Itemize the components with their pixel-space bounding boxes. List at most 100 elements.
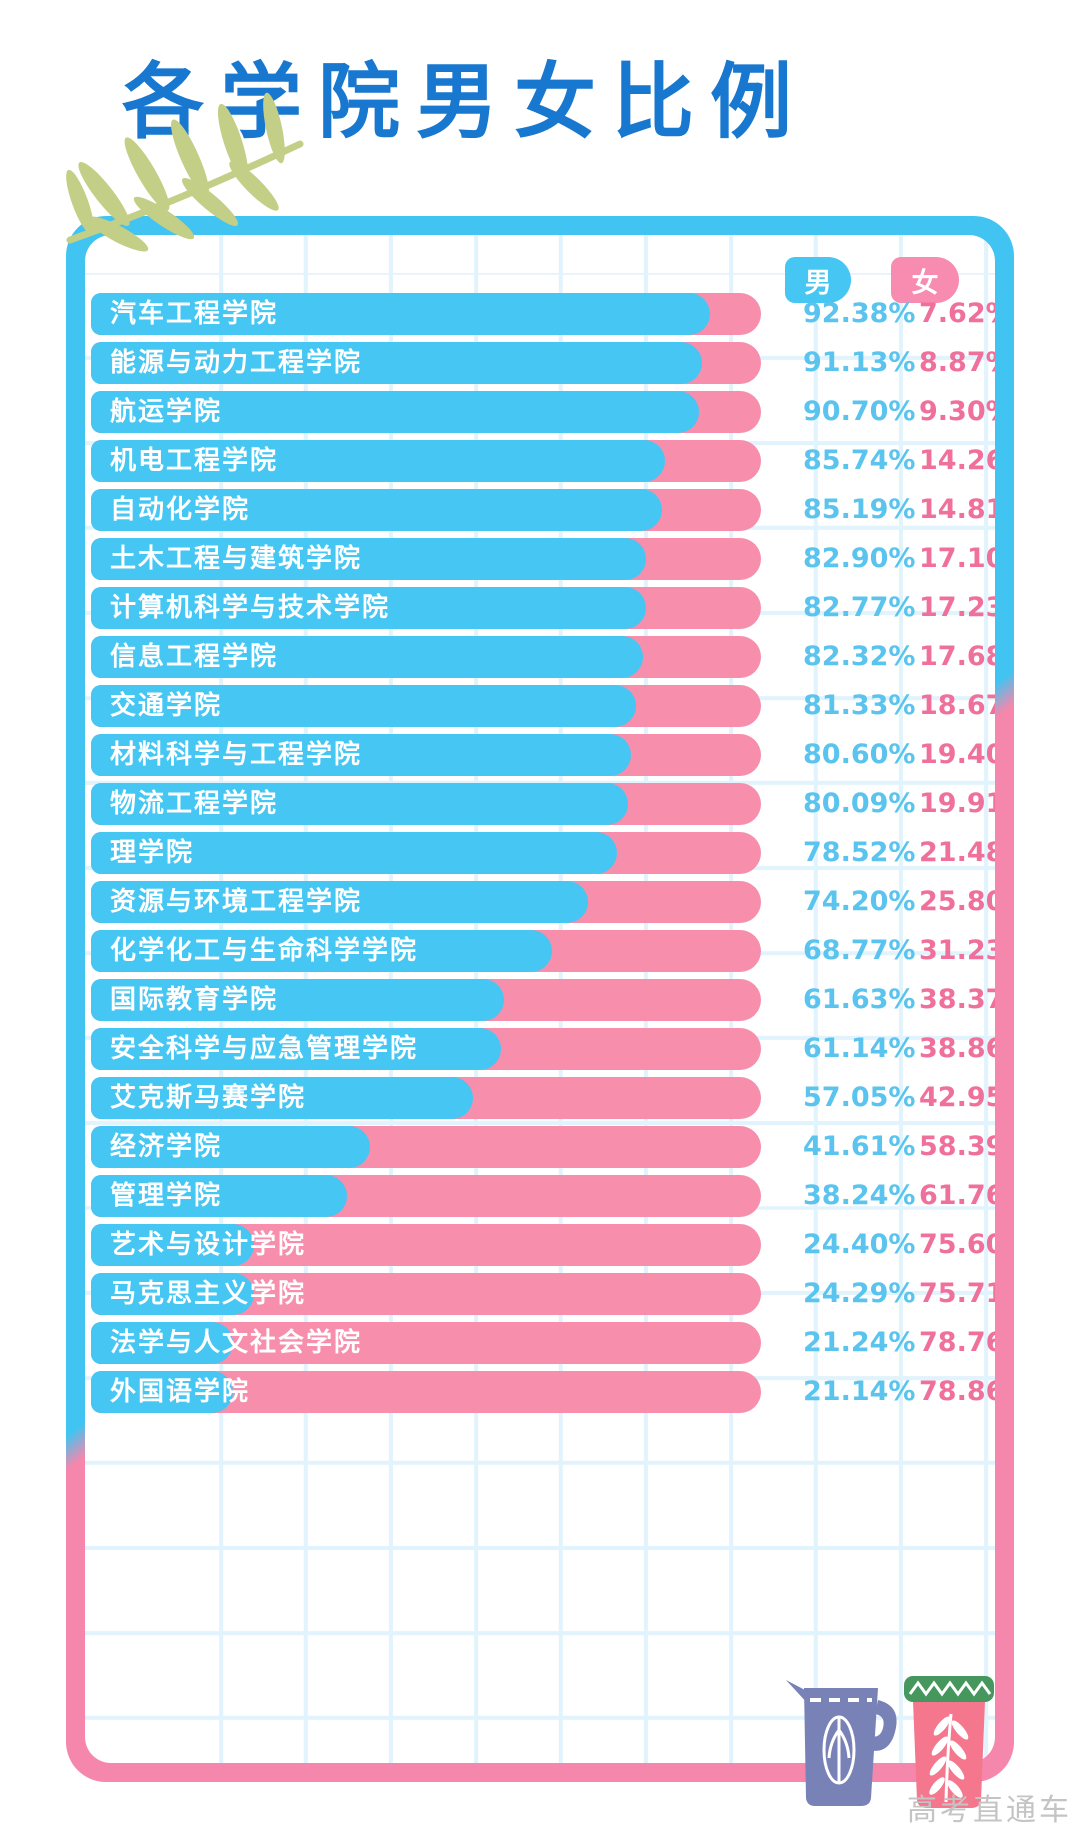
female-percent: 75.60% <box>919 1229 995 1260</box>
college-row: 材料科学与工程学院 80.60% 19.40% <box>91 734 995 776</box>
college-name: 艺术与设计学院 <box>110 1230 307 1260</box>
college-row: 计算机科学与技术学院 82.77% 17.23% <box>91 587 995 629</box>
male-percent: 78.52% <box>803 837 916 868</box>
male-bar <box>91 979 504 1021</box>
male-bar <box>91 685 636 727</box>
bar-rows: 汽车工程学院 92.38% 7.62% 能源与动力工程学院 91.13% 8.8… <box>91 293 995 1413</box>
college-name: 经济学院 <box>110 1132 223 1162</box>
female-bar: 理学院 <box>91 832 761 874</box>
female-percent: 78.76% <box>919 1327 995 1358</box>
male-bar <box>91 1273 254 1315</box>
female-percent: 17.10% <box>919 543 995 574</box>
male-percent: 57.05% <box>803 1082 916 1113</box>
male-percent: 24.40% <box>803 1229 916 1260</box>
female-percent: 8.87% <box>919 347 995 378</box>
female-bar: 信息工程学院 <box>91 636 761 678</box>
college-row: 汽车工程学院 92.38% 7.62% <box>91 293 995 335</box>
college-row: 物流工程学院 80.09% 19.91% <box>91 783 995 825</box>
college-row: 化学化工与生命科学学院 68.77% 31.23% <box>91 930 995 972</box>
female-percent: 14.26% <box>919 445 995 476</box>
legend-female-label: 女 <box>911 267 939 299</box>
female-percent: 19.40% <box>919 739 995 770</box>
college-name: 自动化学院 <box>110 495 251 525</box>
female-percent: 7.62% <box>919 298 995 329</box>
female-percent: 75.71% <box>919 1278 995 1309</box>
college-row: 资源与环境工程学院 74.20% 25.80% <box>91 881 995 923</box>
female-bar: 法学与人文社会学院 <box>91 1322 761 1364</box>
college-name: 马克思主义学院 <box>110 1279 307 1309</box>
male-bar <box>91 1224 255 1266</box>
female-percent: 18.67% <box>919 690 995 721</box>
legend-male-badge: 男 <box>785 257 851 303</box>
female-percent: 42.95% <box>919 1082 995 1113</box>
college-name: 汽车工程学院 <box>110 299 279 329</box>
college-row: 航运学院 90.70% 9.30% <box>91 391 995 433</box>
male-percent: 80.09% <box>803 788 916 819</box>
male-bar <box>91 1322 234 1364</box>
female-bar: 资源与环境工程学院 <box>91 881 761 923</box>
male-bar <box>91 1371 233 1413</box>
male-percent: 92.38% <box>803 298 916 329</box>
female-bar: 材料科学与工程学院 <box>91 734 761 776</box>
female-bar: 物流工程学院 <box>91 783 761 825</box>
college-row: 能源与动力工程学院 91.13% 8.87% <box>91 342 995 384</box>
female-bar: 经济学院 <box>91 1126 761 1168</box>
female-bar: 汽车工程学院 <box>91 293 761 335</box>
male-bar <box>91 1028 501 1070</box>
female-bar: 机电工程学院 <box>91 440 761 482</box>
college-name: 资源与环境工程学院 <box>110 887 363 917</box>
male-percent: 41.61% <box>803 1131 916 1162</box>
female-percent: 38.37% <box>919 984 995 1015</box>
female-bar: 计算机科学与技术学院 <box>91 587 761 629</box>
college-name: 艾克斯马赛学院 <box>110 1083 307 1113</box>
legend-male-label: 男 <box>804 267 832 299</box>
female-bar: 交通学院 <box>91 685 761 727</box>
female-percent: 17.23% <box>919 592 995 623</box>
male-bar <box>91 538 647 580</box>
college-name: 能源与动力工程学院 <box>110 348 363 378</box>
male-bar <box>91 783 628 825</box>
female-bar: 化学化工与生命科学学院 <box>91 930 761 972</box>
male-bar <box>91 1077 474 1119</box>
college-name: 机电工程学院 <box>110 446 279 476</box>
male-percent: 82.90% <box>803 543 916 574</box>
college-row: 马克思主义学院 24.29% 75.71% <box>91 1273 995 1315</box>
pitcher-jug-icon <box>786 1680 897 1806</box>
male-bar <box>91 391 699 433</box>
male-percent: 82.32% <box>803 641 916 672</box>
plant-cup-icon <box>904 1676 994 1808</box>
female-percent: 17.68% <box>919 641 995 672</box>
female-percent: 25.80% <box>919 886 995 917</box>
female-percent: 19.91% <box>919 788 995 819</box>
college-row: 管理学院 38.24% 61.76% <box>91 1175 995 1217</box>
watermark: 高考直通车 <box>907 1793 1072 1828</box>
male-percent: 85.19% <box>803 494 916 525</box>
college-name: 交通学院 <box>110 691 223 721</box>
male-bar <box>91 734 632 776</box>
college-row: 国际教育学院 61.63% 38.37% <box>91 979 995 1021</box>
college-row: 理学院 78.52% 21.48% <box>91 832 995 874</box>
college-name: 物流工程学院 <box>110 789 279 819</box>
college-row: 艾克斯马赛学院 57.05% 42.95% <box>91 1077 995 1119</box>
college-name: 法学与人文社会学院 <box>110 1328 363 1358</box>
male-percent: 21.14% <box>803 1376 916 1407</box>
chart-grid-area: 男 女 汽车工程学院 92.38% 7.62% 能源与动力工程学院 91.13%… <box>85 235 995 1763</box>
college-row: 自动化学院 85.19% 14.81% <box>91 489 995 531</box>
male-bar <box>91 636 643 678</box>
female-bar: 管理学院 <box>91 1175 761 1217</box>
female-bar: 艺术与设计学院 <box>91 1224 761 1266</box>
college-name: 航运学院 <box>110 397 223 427</box>
male-bar <box>91 489 662 531</box>
male-percent: 81.33% <box>803 690 916 721</box>
female-bar: 自动化学院 <box>91 489 761 531</box>
male-bar <box>91 293 710 335</box>
college-row: 信息工程学院 82.32% 17.68% <box>91 636 995 678</box>
female-percent: 58.39% <box>919 1131 995 1162</box>
male-bar <box>91 587 646 629</box>
college-name: 理学院 <box>110 838 195 868</box>
college-row: 法学与人文社会学院 21.24% 78.76% <box>91 1322 995 1364</box>
female-percent: 38.86% <box>919 1033 995 1064</box>
male-percent: 80.60% <box>803 739 916 770</box>
male-bar <box>91 881 589 923</box>
